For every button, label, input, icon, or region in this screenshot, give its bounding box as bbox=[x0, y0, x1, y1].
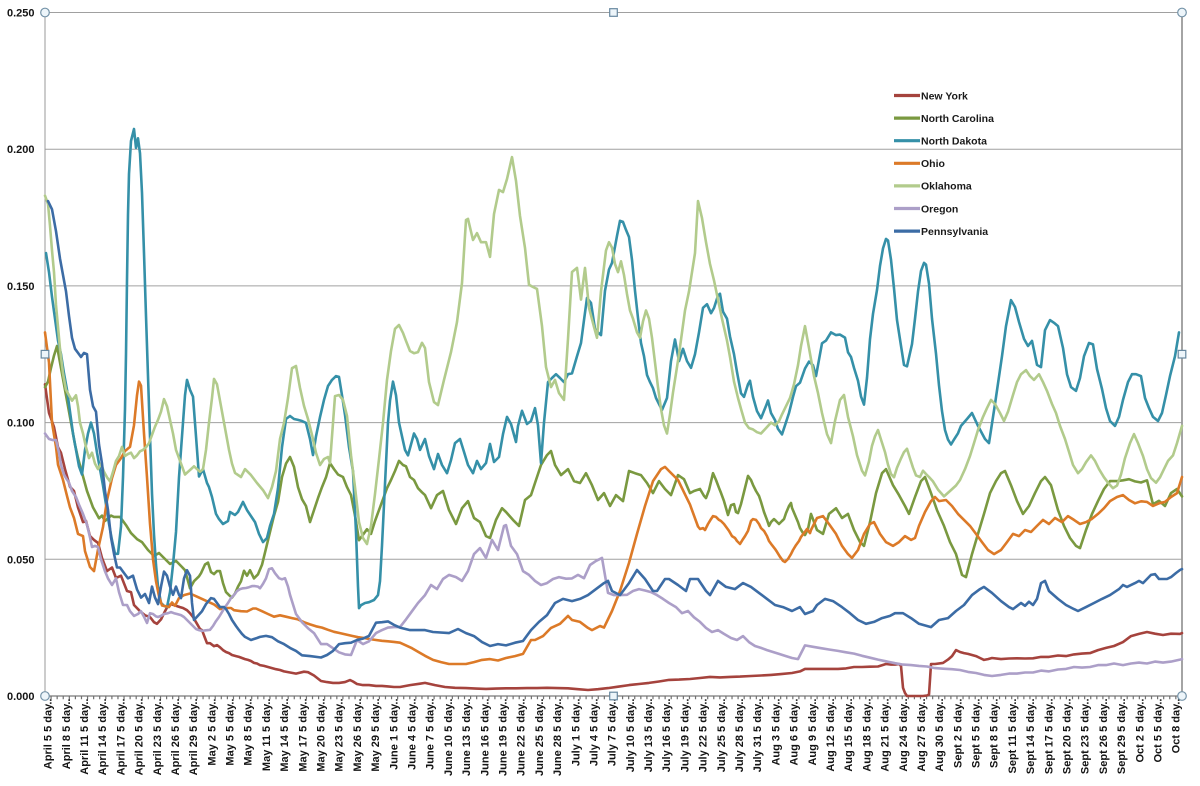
svg-text:Sept 8 5 day..: Sept 8 5 day.. bbox=[989, 699, 1001, 769]
svg-text:Ohio: Ohio bbox=[921, 158, 945, 170]
svg-text:June 4 5 day..: June 4 5 day.. bbox=[407, 699, 419, 770]
svg-text:July 25 5 day..: July 25 5 day.. bbox=[716, 699, 728, 773]
svg-text:Aug 18 5 day..: Aug 18 5 day.. bbox=[861, 699, 873, 772]
svg-text:June 13 5 day..: June 13 5 day.. bbox=[461, 699, 473, 776]
svg-text:April 11 5 day..: April 11 5 day.. bbox=[79, 699, 91, 775]
svg-text:North Dakota: North Dakota bbox=[921, 136, 987, 148]
svg-text:July 10 5 day..: July 10 5 day.. bbox=[625, 699, 637, 773]
svg-text:Aug 15 5 day..: Aug 15 5 day.. bbox=[843, 699, 855, 772]
svg-text:June 7 5 day..: June 7 5 day.. bbox=[425, 699, 437, 770]
svg-text:Aug 6 5 day..: Aug 6 5 day.. bbox=[789, 699, 801, 766]
svg-text:July 28 5 day..: July 28 5 day.. bbox=[734, 699, 746, 773]
svg-text:0.200: 0.200 bbox=[7, 144, 35, 156]
svg-text:April 17 5 day..: April 17 5 day.. bbox=[115, 699, 127, 776]
svg-text:Oklahoma: Oklahoma bbox=[921, 181, 972, 193]
svg-text:May 17 5 day..: May 17 5 day.. bbox=[297, 699, 309, 772]
svg-text:April 20 5 day..: April 20 5 day.. bbox=[134, 699, 146, 776]
svg-text:Oct 8 day..: Oct 8 day.. bbox=[1171, 699, 1183, 754]
svg-text:May 11 5 day..: May 11 5 day.. bbox=[261, 699, 273, 772]
svg-text:0.050: 0.050 bbox=[7, 554, 35, 566]
svg-text:July 1 5 day..: July 1 5 day.. bbox=[570, 699, 582, 767]
svg-text:May 14 5 day..: May 14 5 day.. bbox=[279, 699, 291, 772]
svg-text:North Carolina: North Carolina bbox=[921, 113, 994, 125]
svg-text:Sept 26 5 day..: Sept 26 5 day.. bbox=[1098, 699, 1110, 775]
svg-text:April 26 5 day..: April 26 5 day.. bbox=[170, 699, 182, 776]
svg-text:Aug 24 5 day..: Aug 24 5 day.. bbox=[898, 699, 910, 772]
svg-text:Aug 9 5 day..: Aug 9 5 day.. bbox=[807, 699, 819, 766]
svg-text:Oregon: Oregon bbox=[921, 203, 958, 215]
svg-text:0.100: 0.100 bbox=[7, 418, 35, 430]
svg-text:Pennsylvania: Pennsylvania bbox=[921, 226, 988, 238]
svg-text:Aug 30 5 day..: Aug 30 5 day.. bbox=[934, 699, 946, 772]
svg-text:June 1 5 day..: June 1 5 day.. bbox=[388, 699, 400, 770]
svg-text:0.150: 0.150 bbox=[7, 281, 35, 293]
svg-text:Aug 12 5 day..: Aug 12 5 day.. bbox=[825, 699, 837, 772]
svg-text:April 5 5 day..: April 5 5 day.. bbox=[43, 699, 55, 770]
svg-text:Sept 29 5 day..: Sept 29 5 day.. bbox=[1116, 699, 1128, 775]
svg-text:May 23 5 day..: May 23 5 day.. bbox=[334, 699, 346, 772]
svg-text:July 4 5 day..: July 4 5 day.. bbox=[589, 699, 601, 767]
svg-text:May 2 5 day..: May 2 5 day.. bbox=[206, 699, 218, 766]
svg-text:July 22 5 day..: July 22 5 day.. bbox=[698, 699, 710, 773]
svg-text:Aug 27 5 day..: Aug 27 5 day.. bbox=[916, 699, 928, 772]
svg-text:April 23 5 day..: April 23 5 day.. bbox=[152, 699, 164, 776]
svg-text:June 19 5 day..: June 19 5 day.. bbox=[498, 699, 510, 776]
svg-text:June 16 5 day..: June 16 5 day.. bbox=[479, 699, 491, 776]
svg-text:April 29 5 day..: April 29 5 day.. bbox=[188, 699, 200, 776]
svg-text:Aug 3 5 day..: Aug 3 5 day.. bbox=[770, 699, 782, 766]
svg-text:April 14 5 day..: April 14 5 day.. bbox=[97, 699, 109, 776]
svg-text:May 5 5 day..: May 5 5 day.. bbox=[225, 699, 237, 766]
svg-text:July 13 5 day..: July 13 5 day.. bbox=[643, 699, 655, 773]
svg-text:Sept 14 5 day..: Sept 14 5 day.. bbox=[1025, 699, 1037, 775]
svg-text:Sept 2 5 day..: Sept 2 5 day.. bbox=[952, 699, 964, 769]
svg-text:Sept 5 5 day..: Sept 5 5 day.. bbox=[971, 699, 983, 769]
svg-text:Oct 5 5 day..: Oct 5 5 day.. bbox=[1153, 699, 1165, 763]
svg-text:Oct 2 5 day..: Oct 2 5 day.. bbox=[1134, 699, 1146, 763]
svg-text:July 19 5 day..: July 19 5 day.. bbox=[679, 699, 691, 773]
svg-text:July 16 5 day..: July 16 5 day.. bbox=[661, 699, 673, 773]
svg-text:May 26 5 day..: May 26 5 day.. bbox=[352, 699, 364, 772]
svg-text:July 31 5 day..: July 31 5 day.. bbox=[752, 699, 764, 773]
svg-text:0.000: 0.000 bbox=[7, 691, 35, 703]
svg-text:Sept 11 5 day..: Sept 11 5 day.. bbox=[1007, 699, 1019, 774]
svg-text:Sept 23 5 day..: Sept 23 5 day.. bbox=[1080, 699, 1092, 775]
svg-text:May 29 5 day..: May 29 5 day.. bbox=[370, 699, 382, 772]
svg-text:New York: New York bbox=[921, 90, 968, 102]
svg-text:Sept 20 5 day..: Sept 20 5 day.. bbox=[1062, 699, 1074, 775]
svg-text:0.250: 0.250 bbox=[7, 8, 35, 20]
svg-text:April 8 5 day..: April 8 5 day.. bbox=[61, 699, 73, 770]
svg-text:May 8 5 day..: May 8 5 day.. bbox=[243, 699, 255, 766]
svg-text:June 10 5 day..: June 10 5 day.. bbox=[443, 699, 455, 776]
svg-text:May 20 5 day..: May 20 5 day.. bbox=[316, 699, 328, 772]
svg-text:July 7 5 day..: July 7 5 day.. bbox=[607, 699, 619, 767]
svg-text:June 22 5 day..: June 22 5 day.. bbox=[516, 699, 528, 776]
svg-text:Aug 21 5 day..: Aug 21 5 day.. bbox=[880, 699, 892, 772]
svg-text:Sept 17 5 day..: Sept 17 5 day.. bbox=[1043, 699, 1055, 775]
svg-text:June 25 5 day..: June 25 5 day.. bbox=[534, 699, 546, 776]
svg-text:June 28 5 day..: June 28 5 day.. bbox=[552, 699, 564, 776]
